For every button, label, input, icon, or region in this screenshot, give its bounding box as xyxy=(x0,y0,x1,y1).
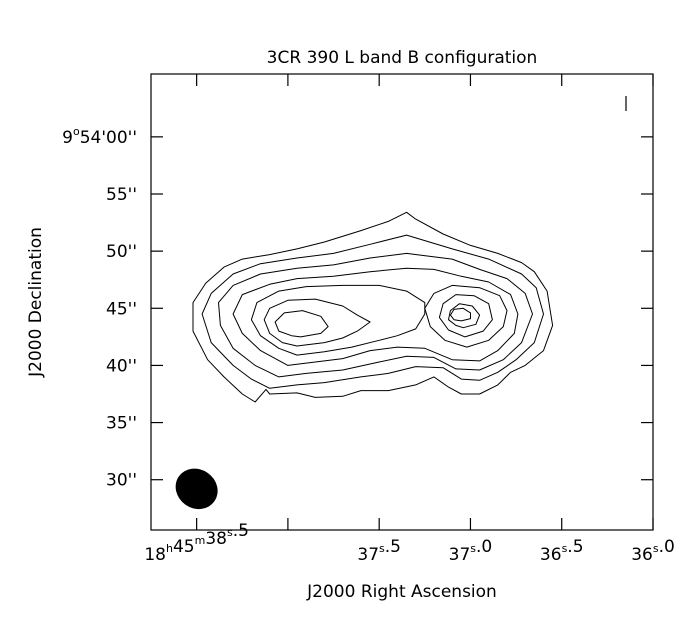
contour-level-8 xyxy=(424,284,508,348)
contour-level-3 xyxy=(218,252,533,378)
contour-level-1 xyxy=(192,211,554,403)
y-tick-label: 45'' xyxy=(106,299,137,319)
x-tick-label: 37s.5 xyxy=(357,537,401,565)
contour-level-7 xyxy=(274,310,329,338)
contour-level-6 xyxy=(263,298,371,347)
y-tick-label: 30'' xyxy=(106,471,137,491)
chart-title: 3CR 390 L band B configuration xyxy=(267,48,538,68)
x-tick-label: 18h45m38s.5 xyxy=(144,521,249,565)
x-tick-labels: 18h45m38s.5 37s.5 37s.0 36s.5 36s.0 xyxy=(144,521,674,565)
axis-ticks xyxy=(151,74,654,530)
y-tick-label: 40'' xyxy=(106,356,137,376)
beam-ellipse xyxy=(175,468,218,510)
contour-level-2 xyxy=(201,234,544,389)
y-tick-labels: 9o54'00'' 55'' 50'' 45'' 40'' 35'' 30'' xyxy=(62,125,137,491)
contour-level-5 xyxy=(250,284,426,356)
x-tick-label: 36s.0 xyxy=(631,537,675,565)
contour-lines xyxy=(192,211,554,403)
x-tick-label: 36s.5 xyxy=(540,537,584,565)
y-tick-label: 55'' xyxy=(106,185,137,205)
contour-level-11 xyxy=(449,307,471,322)
beam-shape xyxy=(175,468,218,510)
x-tick-label: 37s.0 xyxy=(449,537,493,565)
y-tick-label: 35'' xyxy=(106,414,137,434)
contour-level-4 xyxy=(232,267,519,366)
y-tick-label: 50'' xyxy=(106,242,137,262)
contour-level-9 xyxy=(438,294,493,338)
y-tick-label: 9o54'00'' xyxy=(62,125,137,148)
plot-frame xyxy=(150,73,654,531)
contour-level-10 xyxy=(448,303,481,329)
y-axis-label: J2000 Declination xyxy=(26,227,46,378)
x-axis-label: J2000 Right Ascension xyxy=(306,582,497,602)
